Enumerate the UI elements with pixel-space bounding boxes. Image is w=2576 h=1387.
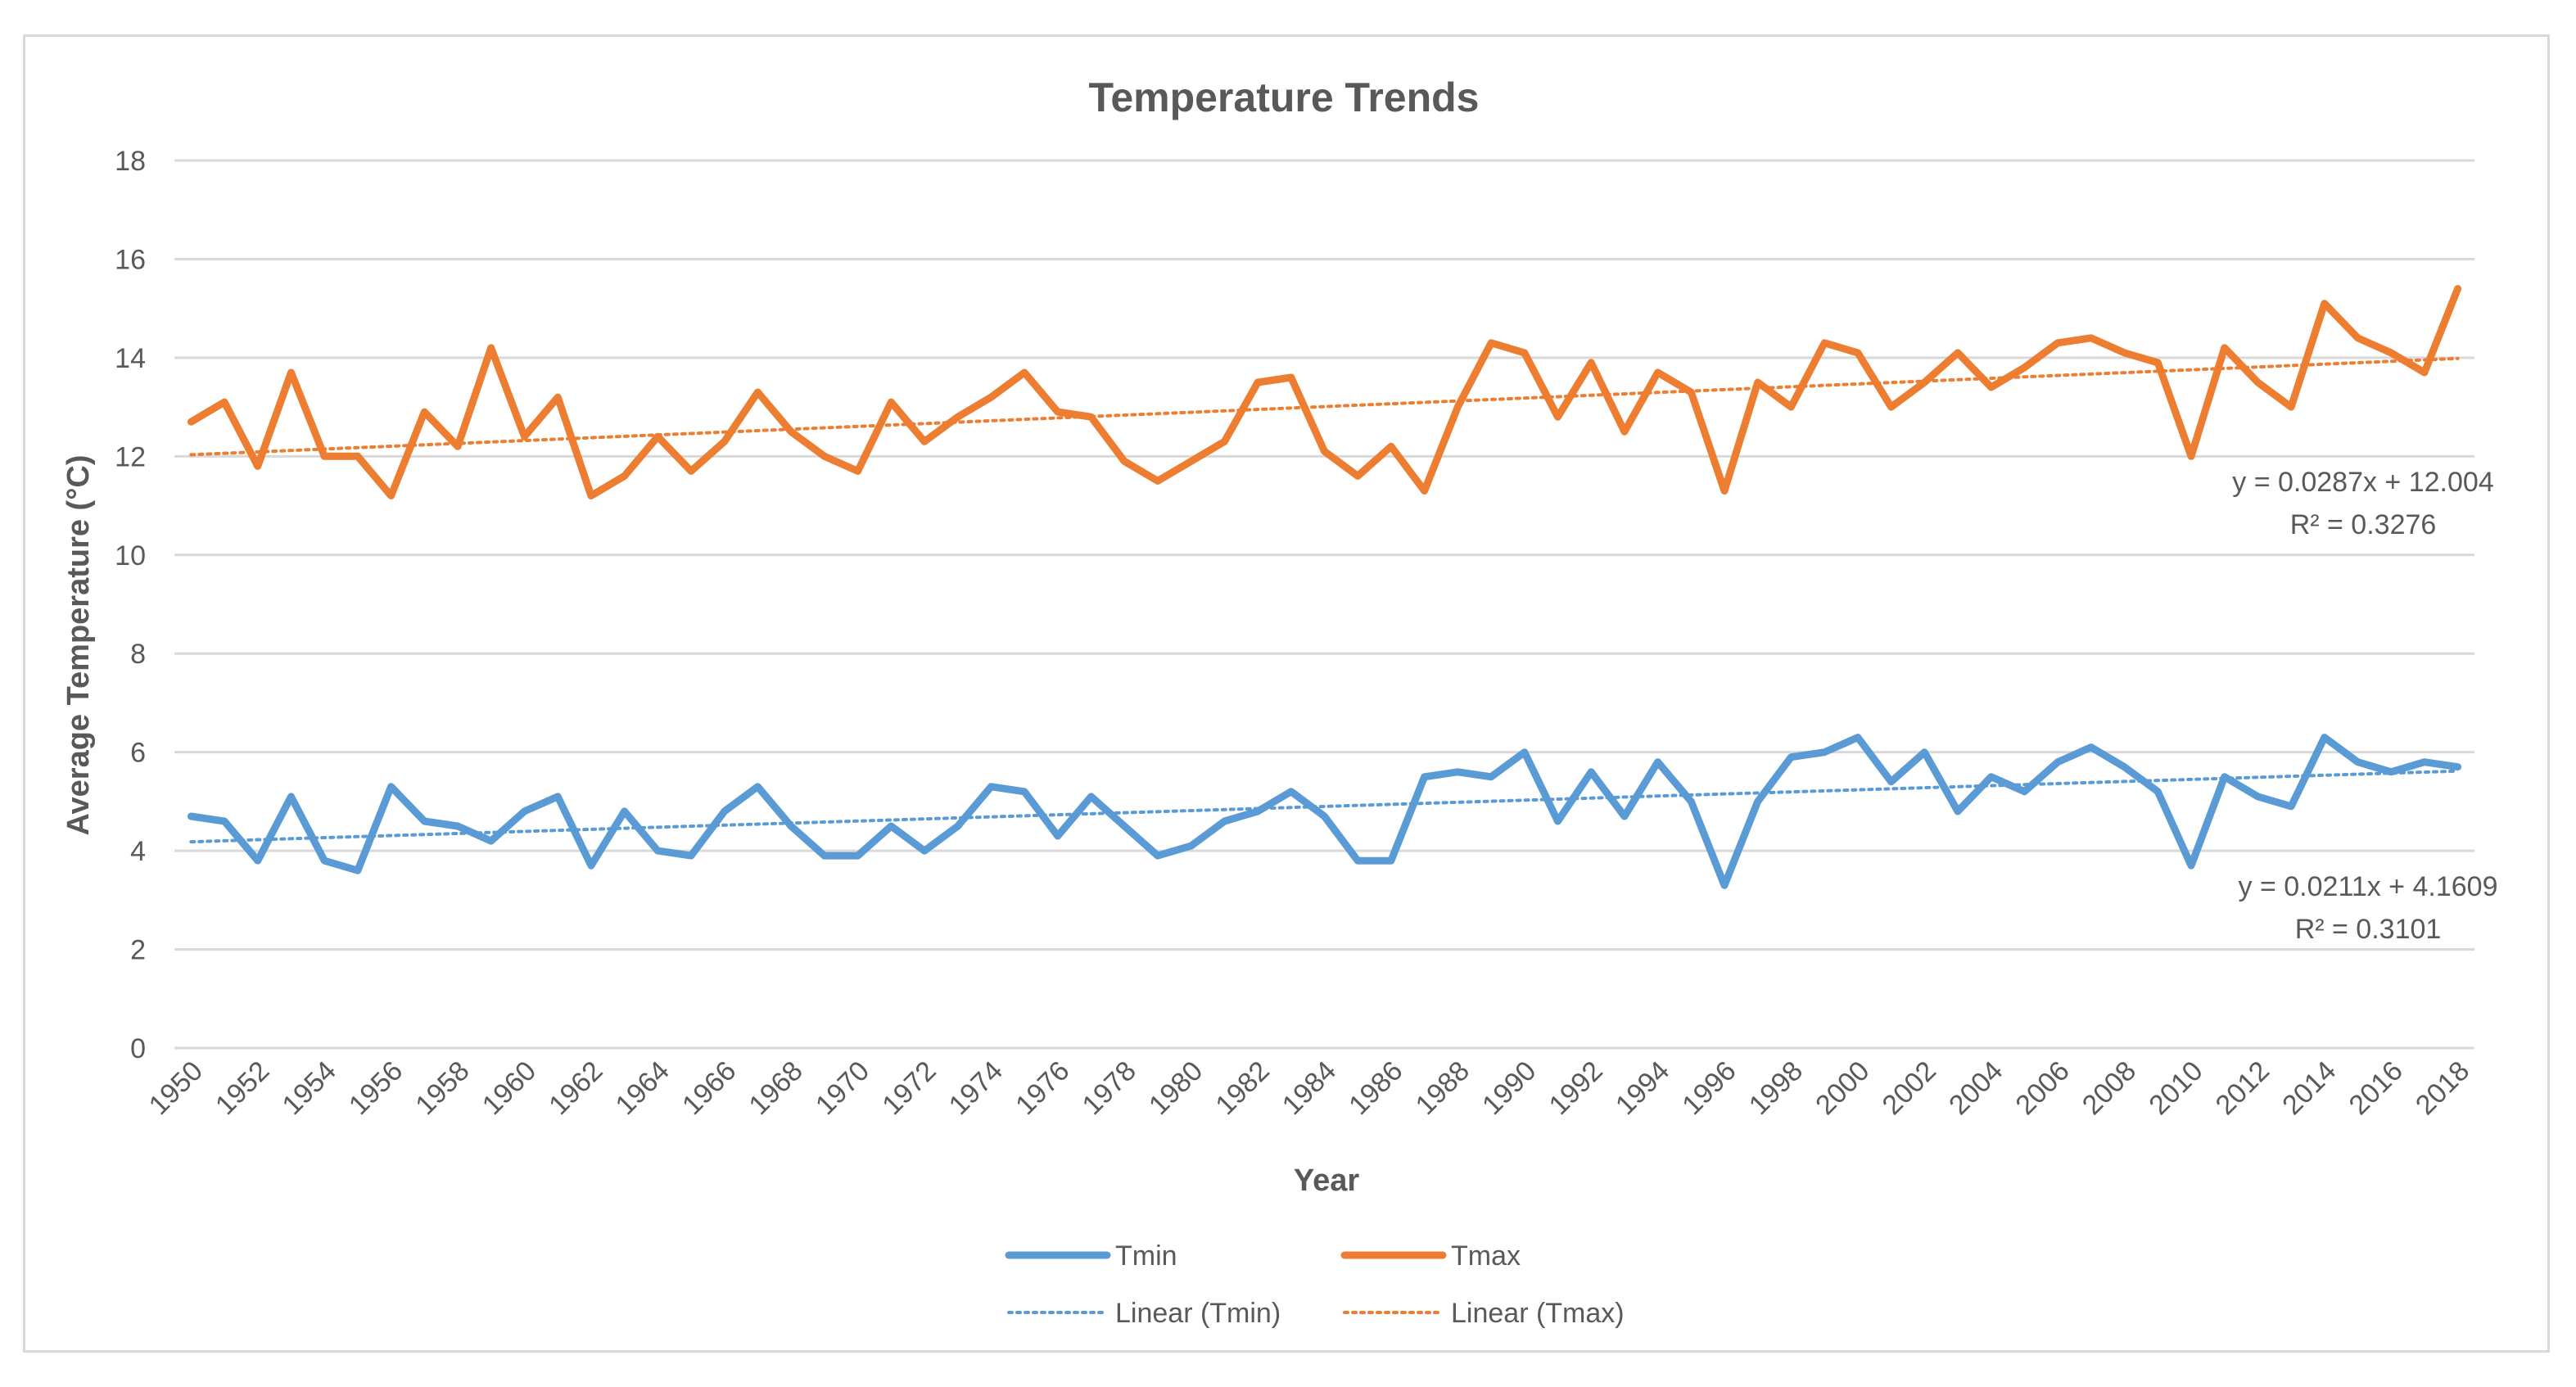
legend: Tmin Tmax Linear (Tmin) Linear (Tmax) — [1005, 1240, 1625, 1329]
trendline-tmin — [189, 769, 2460, 844]
x-tick-label: 2012 — [2210, 1055, 2275, 1121]
x-tick-label: 2004 — [1943, 1055, 2009, 1121]
y-tick-label: 2 — [130, 935, 146, 966]
x-tick-label: 1986 — [1343, 1055, 1408, 1121]
y-tick-label: 6 — [130, 738, 146, 769]
legend-label-tmax: Tmax — [1451, 1240, 1521, 1272]
x-tick-label: 1974 — [943, 1055, 1009, 1121]
x-tick-label: 1972 — [876, 1055, 942, 1121]
trend-r2-tmax: R² = 0.3276 — [2290, 509, 2437, 540]
series-lines — [187, 285, 2462, 889]
trend-equations: y = 0.0211x + 4.1609 R² = 0.3101 y = 0.028… — [2232, 467, 2497, 945]
x-tick-label: 1982 — [1209, 1055, 1275, 1121]
x-tick-label: 1994 — [1610, 1055, 1675, 1121]
trendline-tmax — [189, 356, 2460, 457]
x-axis-title: Year — [1294, 1163, 1360, 1198]
legend-label-linear-tmax-: Linear (Tmax) — [1451, 1298, 1625, 1329]
x-tick-label: 1960 — [477, 1055, 542, 1121]
x-tick-label: 2006 — [2009, 1055, 2075, 1121]
x-tick-label: 1952 — [210, 1055, 275, 1121]
y-tick-label: 14 — [115, 343, 146, 374]
legend-label-tmin: Tmin — [1115, 1240, 1177, 1272]
chart-frame — [23, 34, 2550, 1353]
y-tick-label: 10 — [115, 540, 146, 572]
x-tick-label: 1998 — [1743, 1055, 1809, 1121]
y-axis-ticks: 0 2 4 6 8 10 12 14 16 18 — [115, 146, 146, 1064]
trend-r2-tmin: R² = 0.3101 — [2295, 914, 2442, 945]
x-tick-label: 2014 — [2276, 1055, 2342, 1121]
chart-title: Temperature Trends — [1088, 75, 1479, 120]
x-tick-label: 1962 — [543, 1055, 608, 1121]
x-tick-label: 2016 — [2343, 1055, 2409, 1121]
x-tick-label: 2018 — [2410, 1055, 2475, 1121]
x-tick-label: 1966 — [676, 1055, 742, 1121]
gridlines — [174, 159, 2474, 1050]
x-tick-label: 1978 — [1077, 1055, 1142, 1121]
y-axis-title: Average Temperature (°C) — [61, 455, 96, 836]
x-tick-label: 1968 — [743, 1055, 808, 1121]
legend-label-linear-tmin-: Linear (Tmin) — [1115, 1298, 1281, 1329]
trend-equation-tmin: y = 0.0211x + 4.1609 — [2239, 871, 2498, 902]
x-tick-label: 1980 — [1143, 1055, 1209, 1121]
y-tick-label: 12 — [115, 441, 146, 472]
x-tick-label: 1984 — [1277, 1055, 1342, 1121]
x-tick-label: 1992 — [1543, 1055, 1608, 1121]
y-tick-label: 16 — [115, 244, 146, 275]
x-tick-label: 2008 — [2077, 1055, 2142, 1121]
y-tick-label: 18 — [115, 146, 146, 177]
series-line-tmin — [187, 734, 2462, 889]
x-tick-label: 2000 — [1810, 1055, 1875, 1121]
y-tick-label: 4 — [130, 836, 146, 867]
x-tick-label: 1950 — [143, 1055, 209, 1121]
x-tick-label: 1964 — [610, 1055, 676, 1121]
series-line-tmax — [187, 285, 2462, 499]
x-tick-label: 1954 — [276, 1055, 341, 1121]
x-tick-label: 1956 — [343, 1055, 409, 1121]
x-tick-label: 1958 — [409, 1055, 475, 1121]
x-tick-label: 2010 — [2143, 1055, 2208, 1121]
x-tick-label: 1970 — [810, 1055, 875, 1121]
y-tick-label: 8 — [130, 639, 146, 670]
x-tick-label: 1990 — [1476, 1055, 1542, 1121]
x-tick-label: 1976 — [1010, 1055, 1075, 1121]
x-tick-label: 1996 — [1676, 1055, 1742, 1121]
x-tick-label: 1988 — [1410, 1055, 1476, 1121]
x-axis-ticks: 1950 1952 1954 1956 1958 1960 1962 1964 1966 1968… — [143, 1055, 2476, 1121]
trend-equation-tmax: y = 0.0287x + 12.004 — [2232, 467, 2493, 498]
y-tick-label: 0 — [130, 1033, 146, 1064]
x-tick-label: 2002 — [1877, 1055, 1942, 1121]
